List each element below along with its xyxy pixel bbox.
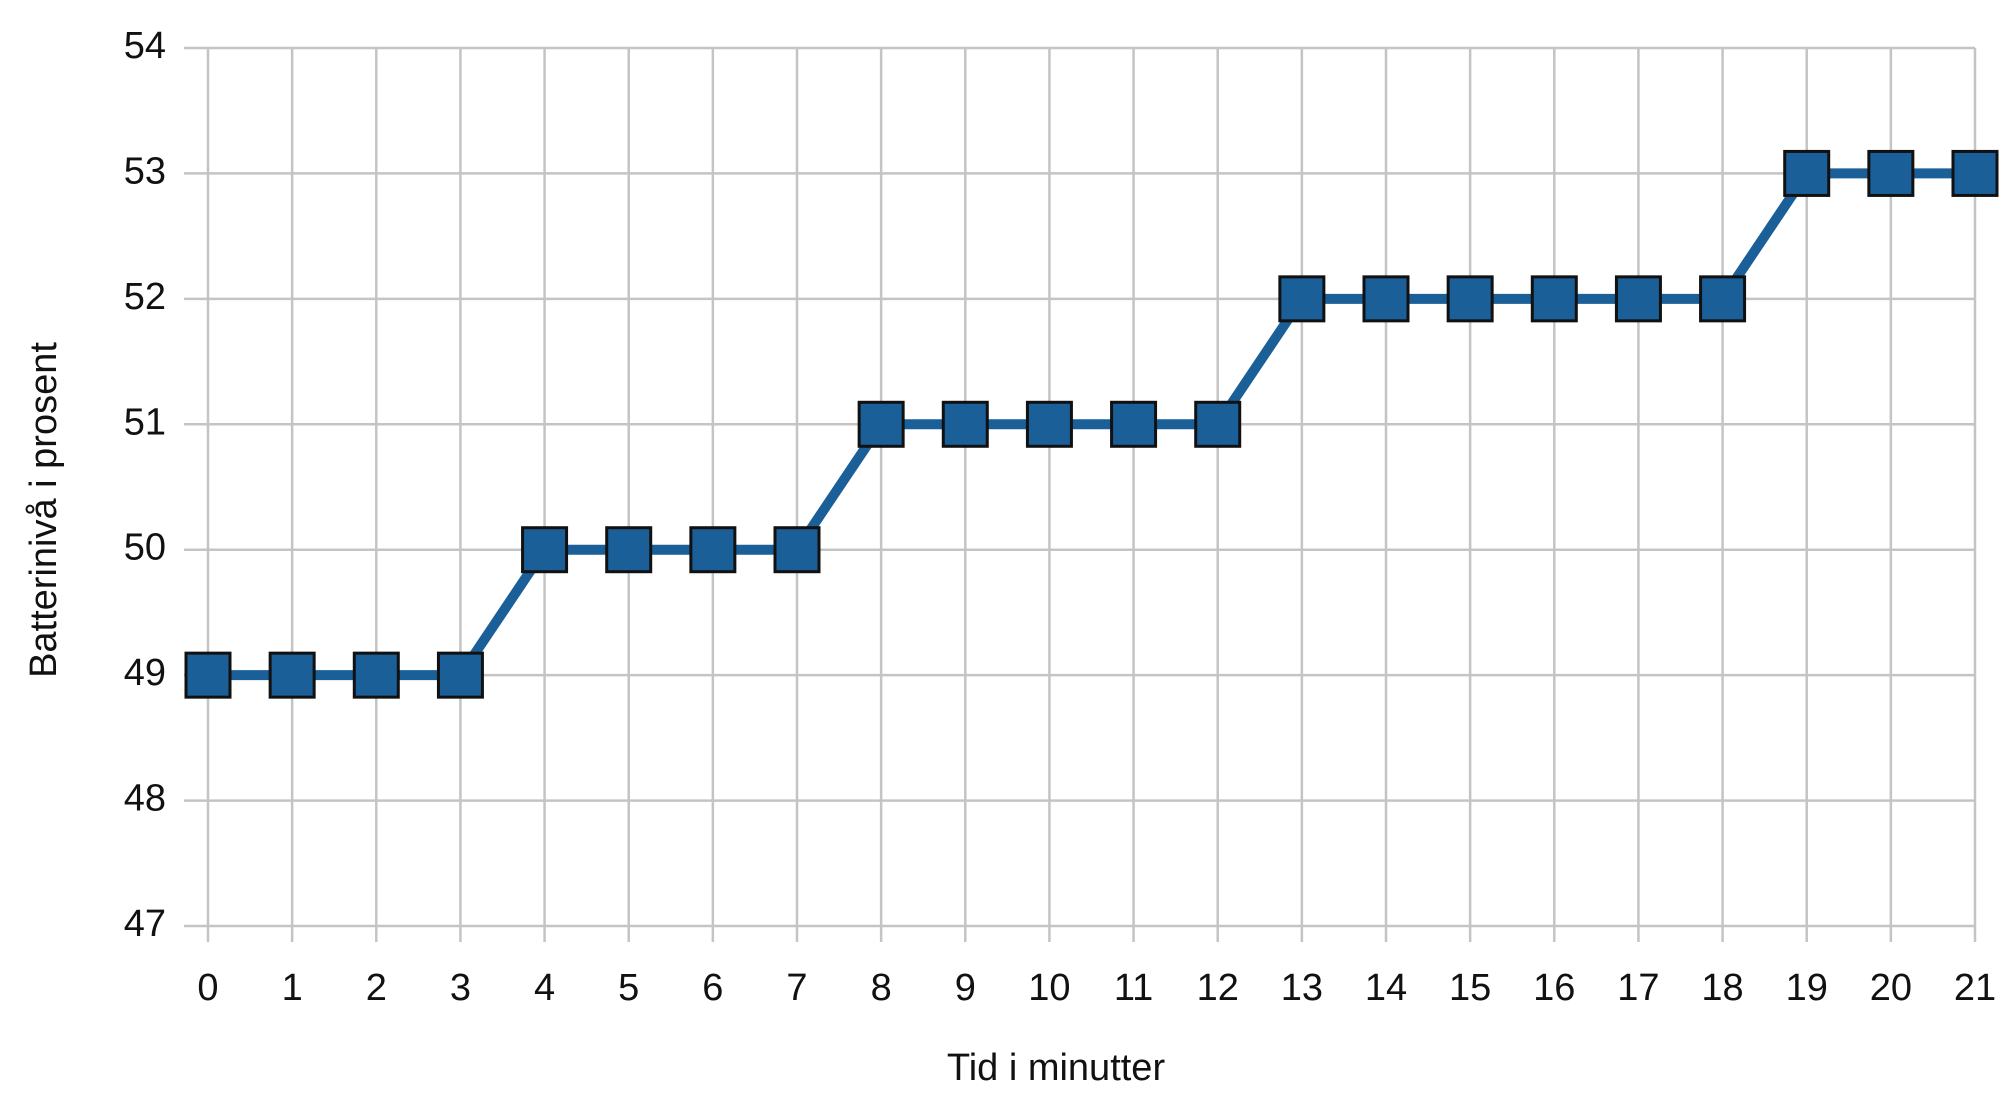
data-point — [1783, 149, 1831, 197]
data-point — [184, 651, 232, 699]
y-tick-label: 47 — [124, 903, 166, 945]
data-point — [352, 651, 400, 699]
x-axis-title: Tid i minutter — [947, 1047, 1166, 1089]
data-point — [941, 400, 989, 448]
x-tick-label: 3 — [450, 967, 471, 1009]
x-tick-label: 13 — [1281, 967, 1323, 1009]
data-point — [268, 651, 316, 699]
y-axis-title: Batterinivå i prosent — [23, 342, 65, 678]
data-point — [1614, 275, 1662, 323]
y-tick-label: 52 — [124, 276, 166, 318]
y-tick-label: 48 — [124, 778, 166, 820]
x-tick-label: 2 — [366, 967, 387, 1009]
data-point — [1446, 275, 1494, 323]
y-tick-label: 54 — [124, 25, 166, 67]
data-point — [1951, 149, 1999, 197]
data-point — [857, 400, 905, 448]
data-point — [1362, 275, 1410, 323]
data-point — [773, 526, 821, 574]
x-tick-label: 7 — [786, 967, 807, 1009]
x-tick-label: 12 — [1197, 967, 1239, 1009]
data-point — [605, 526, 653, 574]
x-tick-label: 6 — [702, 967, 723, 1009]
x-tick-label: 16 — [1533, 967, 1575, 1009]
data-point — [521, 526, 569, 574]
x-tick-label: 9 — [955, 967, 976, 1009]
x-tick-label: 15 — [1449, 967, 1491, 1009]
y-tick-label: 53 — [124, 150, 166, 192]
data-point — [1867, 149, 1915, 197]
y-tick-label: 49 — [124, 652, 166, 694]
x-tick-label: 0 — [197, 967, 218, 1009]
data-point — [689, 526, 737, 574]
x-tick-label: 4 — [534, 967, 555, 1009]
data-point — [1278, 275, 1326, 323]
x-tick-label: 10 — [1028, 967, 1070, 1009]
y-tick-label: 51 — [124, 401, 166, 443]
x-tick-label: 11 — [1114, 967, 1153, 1009]
data-point — [436, 651, 484, 699]
x-tick-label: 8 — [871, 967, 892, 1009]
x-tick-label: 5 — [618, 967, 639, 1009]
data-point — [1110, 400, 1158, 448]
y-tick-label: 50 — [124, 527, 166, 569]
data-point — [1194, 400, 1242, 448]
x-tick-label: 21 — [1954, 967, 1996, 1009]
series-line — [208, 168, 1975, 681]
x-tick-label: 17 — [1617, 967, 1659, 1009]
data-point — [1025, 400, 1073, 448]
data-point — [1530, 275, 1578, 323]
data-point — [1699, 275, 1747, 323]
x-tick-label: 18 — [1701, 967, 1743, 1009]
x-tick-label: 14 — [1365, 967, 1407, 1009]
x-tick-label: 1 — [282, 967, 303, 1009]
x-tick-label: 19 — [1786, 967, 1828, 1009]
x-tick-label: 20 — [1870, 967, 1912, 1009]
